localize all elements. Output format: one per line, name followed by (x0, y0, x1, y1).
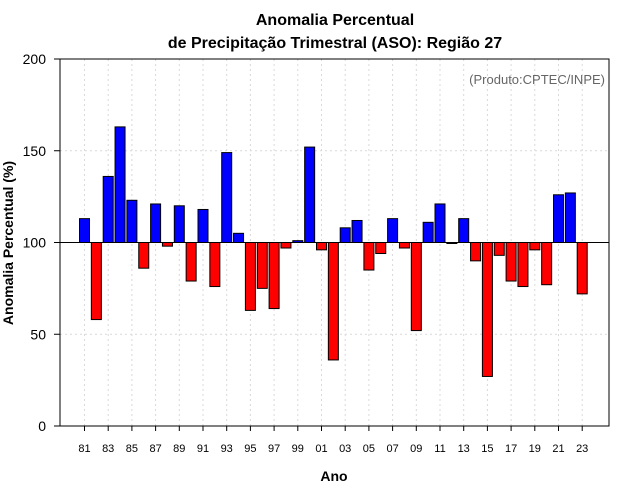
bar-2011 (434, 203, 446, 243)
bar-2020 (541, 242, 553, 286)
y-axis: 0 50 100 150 200 (23, 51, 60, 434)
x-tick-label: 15 (481, 443, 493, 455)
source-annotation: (Produto:CPTEC/INPE) (469, 72, 605, 87)
bar-2003 (339, 227, 351, 244)
x-tick-label: 99 (292, 443, 304, 455)
bar-1992 (209, 242, 221, 288)
bar-1986 (138, 242, 150, 269)
bar-1982 (90, 242, 102, 321)
bar-1995 (244, 242, 256, 311)
x-tick-label: 03 (339, 443, 351, 455)
y-tick-label: 150 (23, 143, 47, 159)
bar-2021 (553, 194, 564, 243)
x-tick-label: 89 (173, 443, 185, 455)
x-tick-label: 11 (434, 443, 445, 455)
x-tick-label: 21 (552, 443, 564, 455)
x-tick-label: 85 (126, 443, 138, 455)
bar-2007 (387, 218, 399, 244)
bar-2017 (505, 242, 517, 282)
bar-1985 (126, 199, 138, 243)
x-tick-label: 01 (315, 443, 327, 455)
x-tick-label: 17 (505, 443, 517, 455)
bar-2008 (398, 242, 410, 249)
y-axis-title: Anomalia Percentual (%) (0, 161, 16, 325)
bar-1981 (79, 218, 90, 244)
y-tick-label: 0 (38, 418, 46, 434)
x-tick-label: 83 (102, 443, 114, 455)
x-tick-label: 23 (576, 443, 588, 455)
bar-2022 (564, 192, 576, 243)
x-tick-label: 87 (149, 443, 161, 455)
y-tick-label: 200 (23, 51, 47, 67)
bar-1997 (268, 242, 280, 310)
x-tick-label: 13 (458, 443, 470, 455)
bar-1989 (173, 205, 185, 244)
bar-2016 (493, 242, 505, 256)
bar-2023 (576, 242, 588, 295)
x-tick-label: 05 (363, 443, 375, 455)
x-tick-label: 91 (197, 443, 209, 455)
x-tick-label: 09 (410, 443, 422, 455)
chart-title: Anomalia Percentual (256, 12, 414, 29)
bar-2019 (529, 242, 541, 251)
bar-1991 (197, 208, 209, 243)
bar-2018 (517, 242, 529, 288)
bar-1983 (102, 175, 114, 243)
bar-2006 (375, 242, 387, 255)
bar-1998 (280, 242, 292, 249)
bar-2015 (481, 242, 493, 377)
chart-subtitle: de Precipitação Trimestral (ASO): Região… (168, 35, 502, 52)
bar-2000 (304, 146, 316, 243)
x-axis-title: Ano (320, 468, 347, 484)
bar-2009 (410, 242, 422, 332)
bar-1996 (256, 242, 268, 289)
bar-2002 (327, 242, 339, 361)
y-tick-label: 50 (30, 326, 46, 342)
bar-2004 (351, 219, 363, 243)
bar-1988 (161, 242, 173, 247)
x-tick-label: 81 (78, 443, 90, 455)
x-tick-label: 93 (221, 443, 233, 455)
x-tick-label: 95 (244, 443, 256, 455)
x-tick-label: 07 (386, 443, 398, 455)
bar-1987 (150, 203, 162, 243)
y-tick-label: 100 (23, 235, 47, 251)
bar-2005 (363, 242, 375, 271)
bar-2001 (316, 242, 327, 251)
bar-1984 (114, 126, 126, 243)
x-tick-label: 97 (268, 443, 280, 455)
bar-1990 (185, 242, 197, 282)
bar-2014 (470, 242, 482, 262)
bar-2010 (422, 221, 434, 244)
x-tick-label: 19 (529, 443, 541, 455)
bar-1993 (221, 152, 233, 244)
x-axis: 81 83 85 87 89 91 93 95 97 99 01 03 05 07 09 11 13 15 17 19… (78, 426, 588, 455)
bar-2013 (458, 218, 470, 244)
bar-1994 (233, 232, 245, 243)
